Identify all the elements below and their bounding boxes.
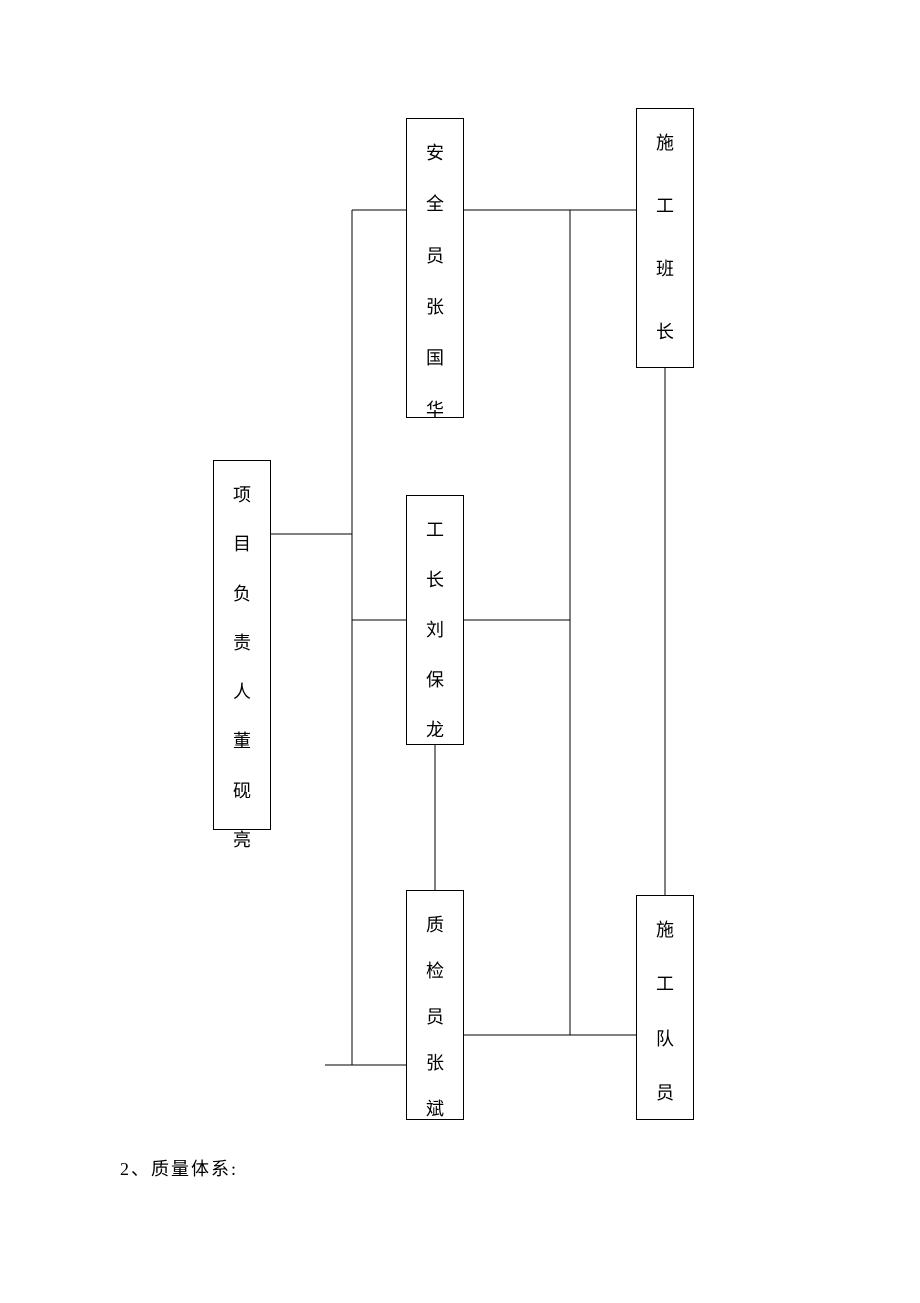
node-char: 施 — [656, 916, 674, 942]
node-char: 队 — [656, 1025, 674, 1051]
node-char: 员 — [656, 1079, 674, 1105]
node-char: 长 — [426, 566, 444, 592]
node-char: 保 — [426, 666, 444, 692]
node-char: 员 — [426, 1003, 444, 1029]
node-char: 张 — [426, 1049, 444, 1075]
node-char: 工 — [426, 516, 444, 542]
node-char: 施 — [656, 129, 674, 155]
node-char: 安 — [426, 139, 444, 165]
node-char: 龙 — [426, 716, 444, 742]
node-char: 华 — [426, 396, 444, 422]
node-char: 张 — [426, 293, 444, 319]
node-foreman: 工长刘保龙 — [406, 495, 464, 745]
node-char: 员 — [426, 242, 444, 268]
node-char: 负 — [233, 580, 251, 606]
node-quality-inspector: 质检员张斌 — [406, 890, 464, 1120]
node-team-leader: 施工班长 — [636, 108, 694, 368]
org-chart-canvas: 项目负责人董砚亮 安全员张国华 工长刘保龙 质检员张斌 施工班长 施工队员 2、… — [0, 0, 920, 1303]
node-char: 董 — [233, 727, 251, 753]
node-char: 全 — [426, 190, 444, 216]
node-char: 斌 — [426, 1095, 444, 1121]
node-crew-member: 施工队员 — [636, 895, 694, 1120]
node-char: 长 — [656, 318, 674, 344]
node-char: 班 — [656, 255, 674, 281]
node-char: 项 — [233, 481, 251, 507]
node-project-lead: 项目负责人董砚亮 — [213, 460, 271, 830]
node-char: 砚 — [233, 777, 251, 803]
node-char: 工 — [656, 192, 674, 218]
node-char: 工 — [656, 970, 674, 996]
node-safety-officer: 安全员张国华 — [406, 118, 464, 418]
node-char: 目 — [233, 530, 251, 556]
node-char: 人 — [233, 678, 251, 704]
node-char: 国 — [426, 344, 444, 370]
node-char: 亮 — [233, 826, 251, 852]
node-char: 责 — [233, 629, 251, 655]
node-char: 检 — [426, 957, 444, 983]
node-char: 刘 — [426, 616, 444, 642]
section-heading: 2、质量体系: — [120, 1155, 238, 1181]
node-char: 质 — [426, 911, 444, 937]
